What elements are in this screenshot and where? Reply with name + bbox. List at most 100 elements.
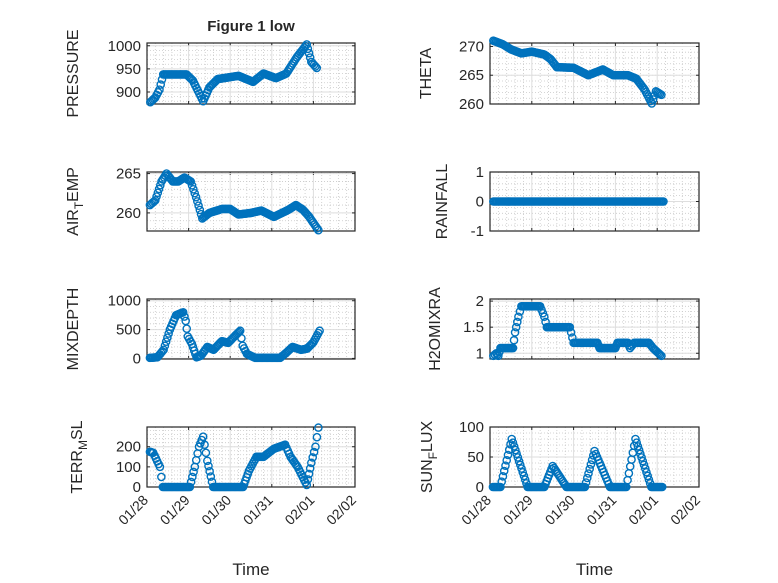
data-point [654,349,664,358]
x-tick-label: 01/28 [115,492,151,528]
data-point [514,312,523,322]
data-point [631,434,640,444]
data-point [517,464,526,473]
data-point [203,456,212,466]
data-point [302,40,312,49]
data-point [182,324,192,334]
y-tick-label: 265 [459,67,484,84]
data-point [200,440,209,450]
data-point [509,442,519,451]
x-tick-label: 01/29 [157,492,193,528]
y-tick-label: 1.5 [463,319,484,336]
data-point [509,335,519,345]
data-point [181,316,190,326]
data-series [488,434,667,492]
data-point [494,351,503,361]
y-tick-label: 260 [116,205,141,222]
data-point [637,453,646,462]
data-point [508,438,518,447]
y-axis-label: RAINFALL [434,164,451,240]
subplot-pressure: 900 950 1000 PRESSURE [65,29,356,118]
data-point [186,177,195,186]
data-point [157,472,166,482]
x-tick-label: 02/02 [667,492,703,528]
data-point [639,460,649,470]
data-point [565,322,575,332]
data-point [581,478,591,487]
figure-title: Figure 1 low [207,18,295,35]
data-point [499,466,509,476]
data-point [311,62,320,71]
data-point [309,447,319,457]
data-point [657,482,667,492]
data-point [513,317,522,327]
data-point [312,224,322,233]
data-point [511,445,520,455]
data-point [311,442,320,452]
data-point [191,192,201,202]
data-series [146,40,322,107]
x-tick-label: 01/31 [583,492,619,528]
data-point [194,201,203,210]
data-point [518,467,528,477]
data-point [155,85,164,94]
y-axis-label: MIXDEPTH [65,288,82,371]
data-point [640,464,650,473]
y-axis-label: SUNFLUX [419,421,440,494]
data-point [308,453,318,462]
data-point [507,434,517,444]
data-point [648,95,658,104]
data-point [498,472,508,481]
data-series [489,197,668,206]
data-point [180,312,189,321]
data-point [307,458,316,468]
data-point [160,341,170,351]
data-point [185,482,195,492]
data-series [489,302,666,361]
data-point [155,462,165,472]
data-point [152,192,161,201]
data-point [566,328,576,337]
data-point [580,482,590,492]
data-point [508,343,518,353]
data-point [193,197,202,206]
subplot-rainfall: -1 0 1 RAINFALL [434,164,700,240]
data-point [513,453,523,462]
y-tick-label: 260 [459,96,484,113]
data-point [496,482,505,492]
data-point [153,188,163,198]
data-point [305,464,315,473]
data-point [655,350,665,360]
data-point [644,475,654,484]
data-point [657,90,666,100]
data-point [512,449,521,459]
data-point [188,472,197,482]
subplot-theta: 260 265 270 THETA [418,36,700,113]
data-point [205,466,214,476]
data-point [634,445,644,455]
data-point [312,432,322,442]
x-tick-label: 01/28 [458,492,494,528]
subplot-h2omixra: 1 1.5 2 H2OMIXRA [427,287,700,371]
y-tick-label: 0 [476,194,484,211]
data-point [636,449,645,459]
axes-background [147,299,355,359]
x-tick-label: 01/29 [500,492,536,528]
data-point [632,438,641,447]
data-point [187,181,197,190]
data-point [540,312,549,322]
data-point [190,188,200,198]
data-point [510,328,520,337]
data-point [189,467,198,477]
data-point [149,197,159,206]
data-point [156,80,166,89]
x-axis-label: Time [232,560,269,579]
axes-background [147,427,355,487]
data-point [502,456,512,465]
y-tick-label: 1 [476,345,484,362]
y-tick-label: 50 [467,449,484,466]
y-axis-label: TERRMSL [69,420,90,493]
x-tick-label: 01/31 [240,492,276,528]
